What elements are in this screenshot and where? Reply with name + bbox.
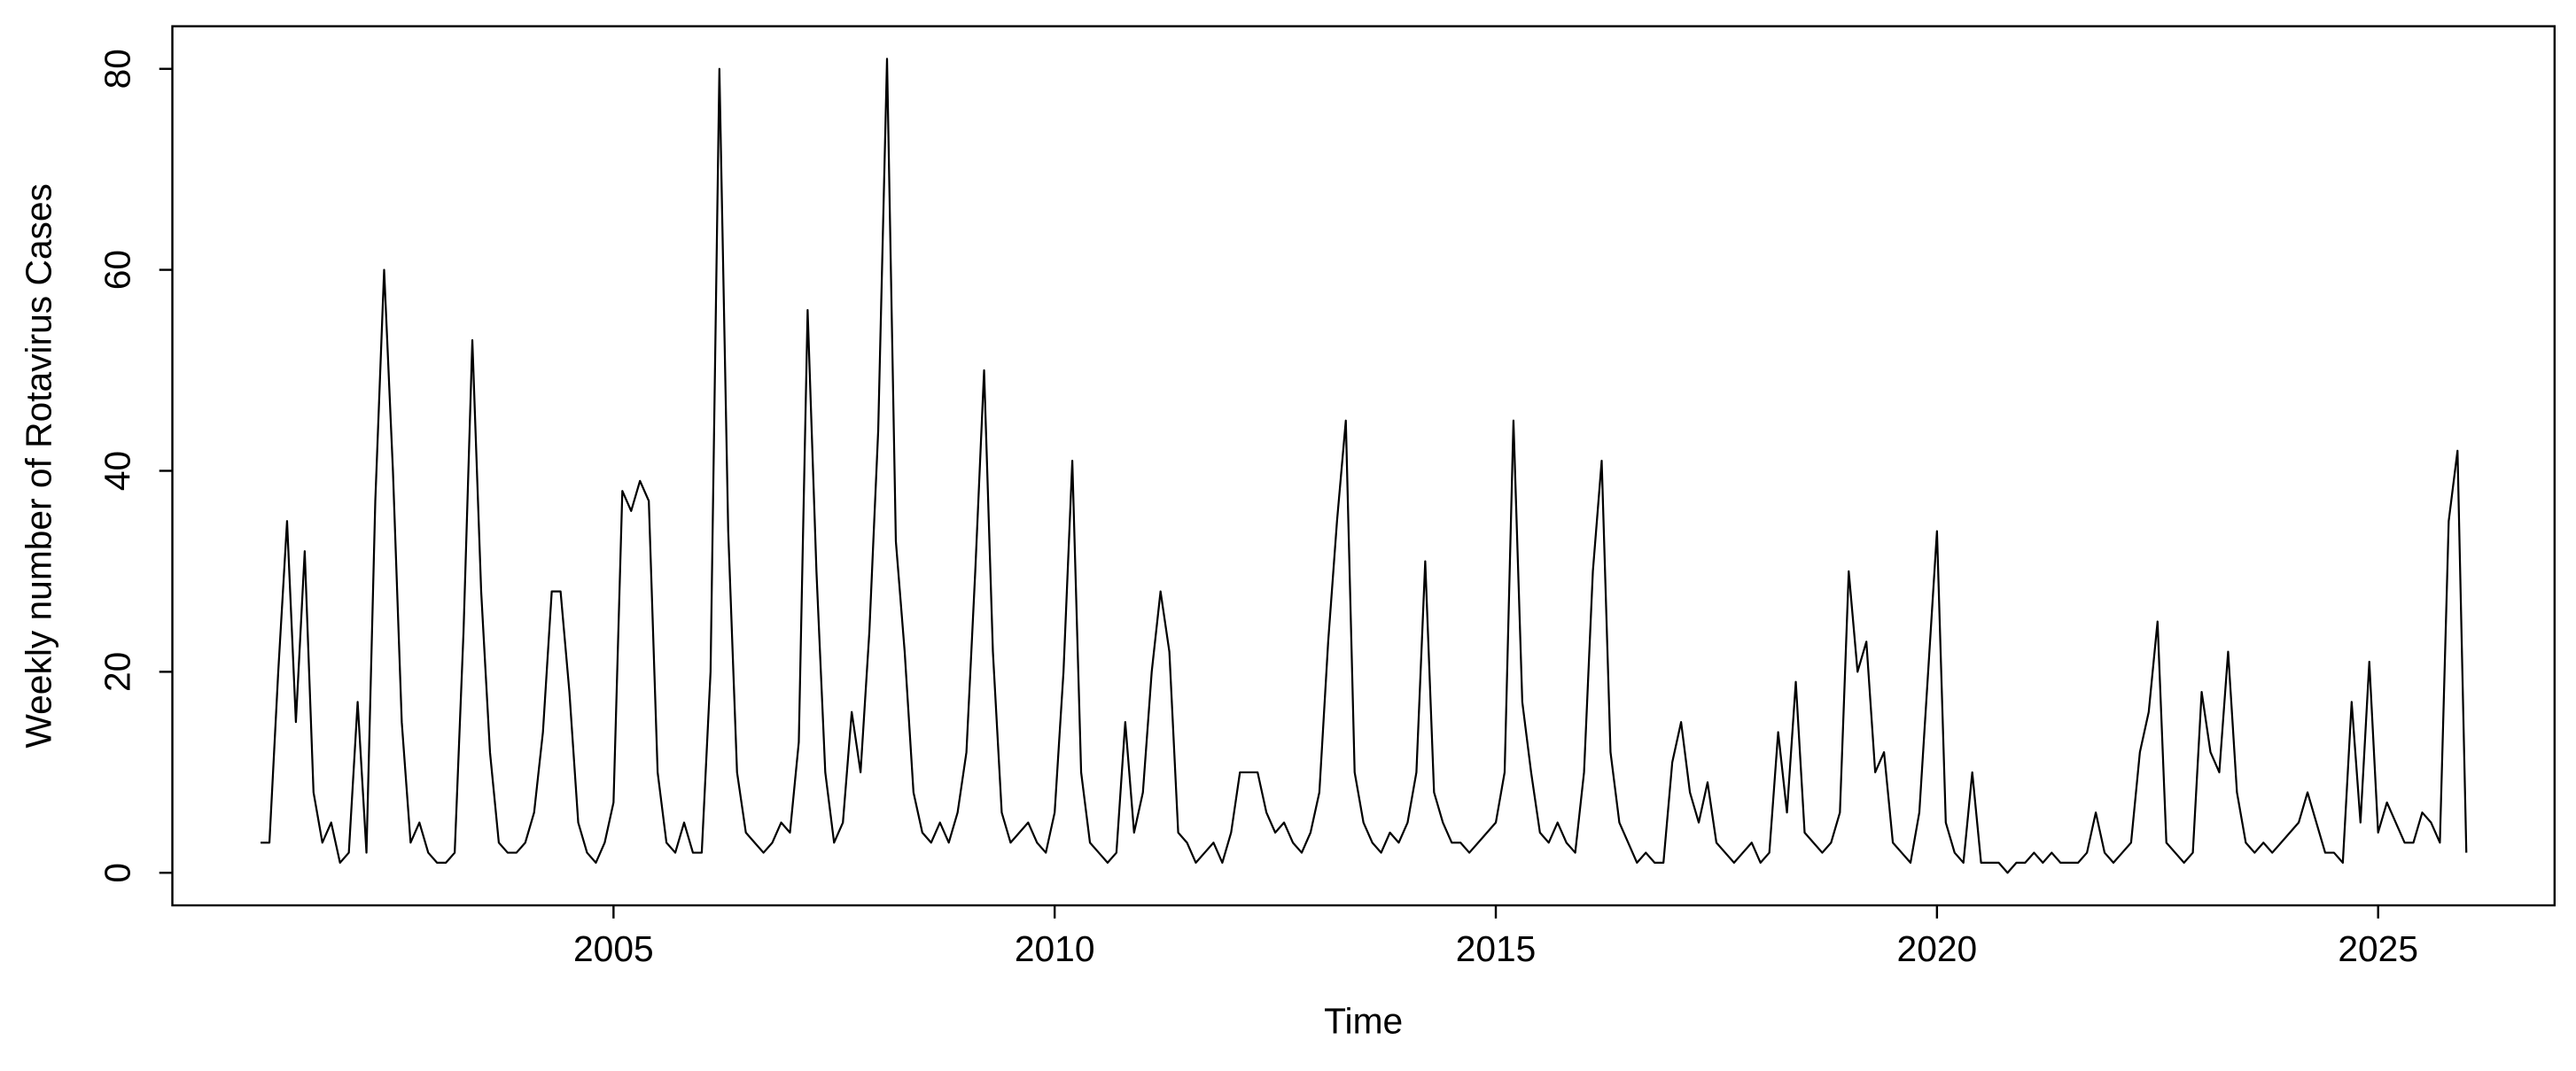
y-tick-label: 60 xyxy=(97,250,137,290)
y-axis-label: Weekly number of Rotavirus Cases xyxy=(19,183,59,748)
data-line xyxy=(261,58,2468,874)
x-tick-label: 2005 xyxy=(573,928,654,969)
y-tick-label: 40 xyxy=(97,451,137,491)
y-tick-label: 20 xyxy=(97,652,137,692)
y-tick-label: 80 xyxy=(97,49,137,89)
x-tick-label: 2015 xyxy=(1456,928,1537,969)
x-tick-label: 2010 xyxy=(1015,928,1095,969)
x-tick-label: 2020 xyxy=(1897,928,1978,969)
plot-frame xyxy=(171,25,2557,907)
x-axis-label: Time xyxy=(1324,1000,1403,1041)
x-tick-label: 2025 xyxy=(2338,928,2418,969)
y-tick-label: 0 xyxy=(97,863,137,883)
